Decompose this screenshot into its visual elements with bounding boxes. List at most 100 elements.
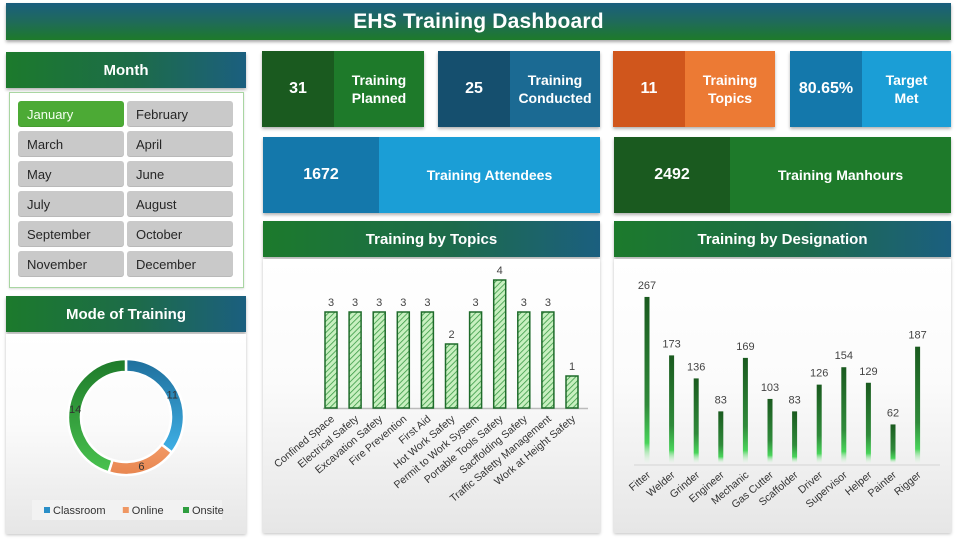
kpi-topics-label-1: Training <box>702 72 758 88</box>
topic-bar-value: 3 <box>473 297 479 309</box>
month-button-may[interactable]: May <box>18 161 124 187</box>
topics-chart-panel: 3 Confined Space 3 Electrical Safety 3 Excava… <box>263 259 600 533</box>
topic-bar[interactable] <box>517 311 531 409</box>
month-button-december[interactable]: December <box>127 251 233 277</box>
kpi-training-conducted: 25 Training Conducted <box>438 51 600 127</box>
topic-bar[interactable] <box>444 343 459 409</box>
designation-bar[interactable] <box>865 382 871 463</box>
designation-bar-value: 83 <box>715 394 727 406</box>
legend-item-online: Online <box>132 505 164 517</box>
designation-bar-value: 62 <box>887 407 899 419</box>
kpi-conducted-label-2: Conducted <box>518 90 592 106</box>
month-grid: January February March April May June July Augu… <box>18 101 233 277</box>
month-button-january[interactable]: January <box>18 101 124 127</box>
donut-label: 14 <box>69 404 81 416</box>
kpi-topics-value: 11 <box>613 51 685 127</box>
designation-bar-value: 173 <box>662 338 680 350</box>
month-slicer-title: Month <box>103 61 149 79</box>
donut-legend: Classroom Online Onsite <box>32 500 224 520</box>
legend-item-onsite: Onsite <box>192 505 224 517</box>
designation-bar-value: 83 <box>788 394 800 406</box>
kpi-planned-label: Training Planned <box>334 51 424 127</box>
topics-chart-title: Training by Topics <box>365 230 498 248</box>
designation-category-label: Rigger <box>892 469 924 498</box>
designation-chart-panel: 267 Fitter 173 Welder 136 Grinder 83 Engineer 16… <box>614 259 951 533</box>
designation-bar[interactable] <box>816 384 822 463</box>
designation-bar[interactable] <box>890 424 896 463</box>
kpi-training-topics: 11 Training Topics <box>613 51 775 127</box>
topic-bar[interactable] <box>324 311 338 409</box>
kpi-training-planned: 31 Training Planned <box>262 51 424 127</box>
kpi-topics-label-2: Topics <box>707 90 753 106</box>
designation-bar[interactable] <box>644 296 650 463</box>
month-button-march[interactable]: March <box>18 131 124 157</box>
topic-bar[interactable] <box>468 311 483 409</box>
topic-bar-value: 4 <box>497 265 503 277</box>
month-button-august[interactable]: August <box>127 191 233 217</box>
designation-bar[interactable] <box>792 411 798 463</box>
dashboard-title-bar: EHS Training Dashboard <box>6 3 951 40</box>
topic-bar-value: 3 <box>545 297 551 309</box>
designation-bar-value: 267 <box>638 280 656 292</box>
designation-chart-header: Training by Designation <box>614 221 951 257</box>
kpi-target-value: 80.65% <box>790 51 862 127</box>
month-button-november[interactable]: November <box>18 251 124 277</box>
month-button-september[interactable]: September <box>18 221 124 247</box>
kpi-conducted-value: 25 <box>438 51 510 127</box>
topic-bar[interactable] <box>396 311 411 409</box>
designation-bar[interactable] <box>693 378 699 463</box>
donut-slice-classroom[interactable] <box>124 357 186 455</box>
topics-chart-header: Training by Topics <box>263 221 600 257</box>
designation-bar-value: 154 <box>835 350 853 362</box>
designation-chart-title: Training by Designation <box>697 230 868 248</box>
designation-bar[interactable] <box>915 346 921 463</box>
topic-bar-value: 3 <box>376 297 382 309</box>
topic-bar[interactable] <box>372 311 386 409</box>
month-button-october[interactable]: October <box>127 221 233 247</box>
mode-of-training-header: Mode of Training <box>6 296 246 332</box>
designation-bar[interactable] <box>669 355 675 463</box>
month-button-june[interactable]: June <box>127 161 233 187</box>
topic-bar-value: 2 <box>448 329 454 341</box>
designation-bar[interactable] <box>742 357 748 463</box>
kpi-conducted-label-1: Training <box>527 72 583 88</box>
kpi-conducted-label: Training Conducted <box>510 51 600 127</box>
designation-bar-value: 136 <box>687 361 705 373</box>
kpi-target-label-1: Target <box>885 72 928 88</box>
mode-of-training-panel: 11 6 14 Classroom Online Onsite <box>6 334 246 534</box>
month-button-april[interactable]: April <box>127 131 233 157</box>
topic-bar[interactable] <box>492 279 507 409</box>
kpi-target-met: 80.65% Target Met <box>790 51 951 127</box>
topic-bar[interactable] <box>565 375 579 409</box>
month-slicer: January February March April May June July Augu… <box>9 92 244 288</box>
legend-item-classroom: Classroom <box>53 505 106 517</box>
kpi-target-label: Target Met <box>862 51 951 127</box>
month-button-february[interactable]: February <box>127 101 233 127</box>
topic-bar-value: 3 <box>328 297 334 309</box>
topic-bar[interactable] <box>420 311 435 409</box>
dashboard-title: EHS Training Dashboard <box>353 9 604 33</box>
designation-category-label: Painter <box>866 469 900 500</box>
donut-slice-onsite[interactable] <box>66 357 128 474</box>
topic-bar-value: 3 <box>400 297 406 309</box>
designation-bar-value: 187 <box>908 330 926 342</box>
month-button-july[interactable]: July <box>18 191 124 217</box>
mode-of-training-title: Mode of Training <box>66 305 186 323</box>
topic-bar[interactable] <box>541 311 555 409</box>
mode-donut-chart: 11 6 14 Classroom Online Onsite <box>32 357 224 520</box>
topic-bar[interactable] <box>348 311 362 409</box>
designation-bar[interactable] <box>841 367 847 463</box>
donut-label: 6 <box>138 461 144 473</box>
kpi-training-manhours: 2492 Training Manhours <box>614 137 951 213</box>
designation-bar[interactable] <box>767 398 773 463</box>
topic-bar-value: 1 <box>569 361 575 373</box>
designation-bar-value: 103 <box>761 382 779 394</box>
topic-bar-value: 3 <box>424 297 430 309</box>
designation-bar-value: 126 <box>810 368 828 380</box>
kpi-training-attendees: 1672 Training Attendees <box>263 137 600 213</box>
designation-bar-value: 169 <box>736 341 754 353</box>
designation-bar[interactable] <box>718 411 724 463</box>
designation-bar-value: 129 <box>859 366 877 378</box>
